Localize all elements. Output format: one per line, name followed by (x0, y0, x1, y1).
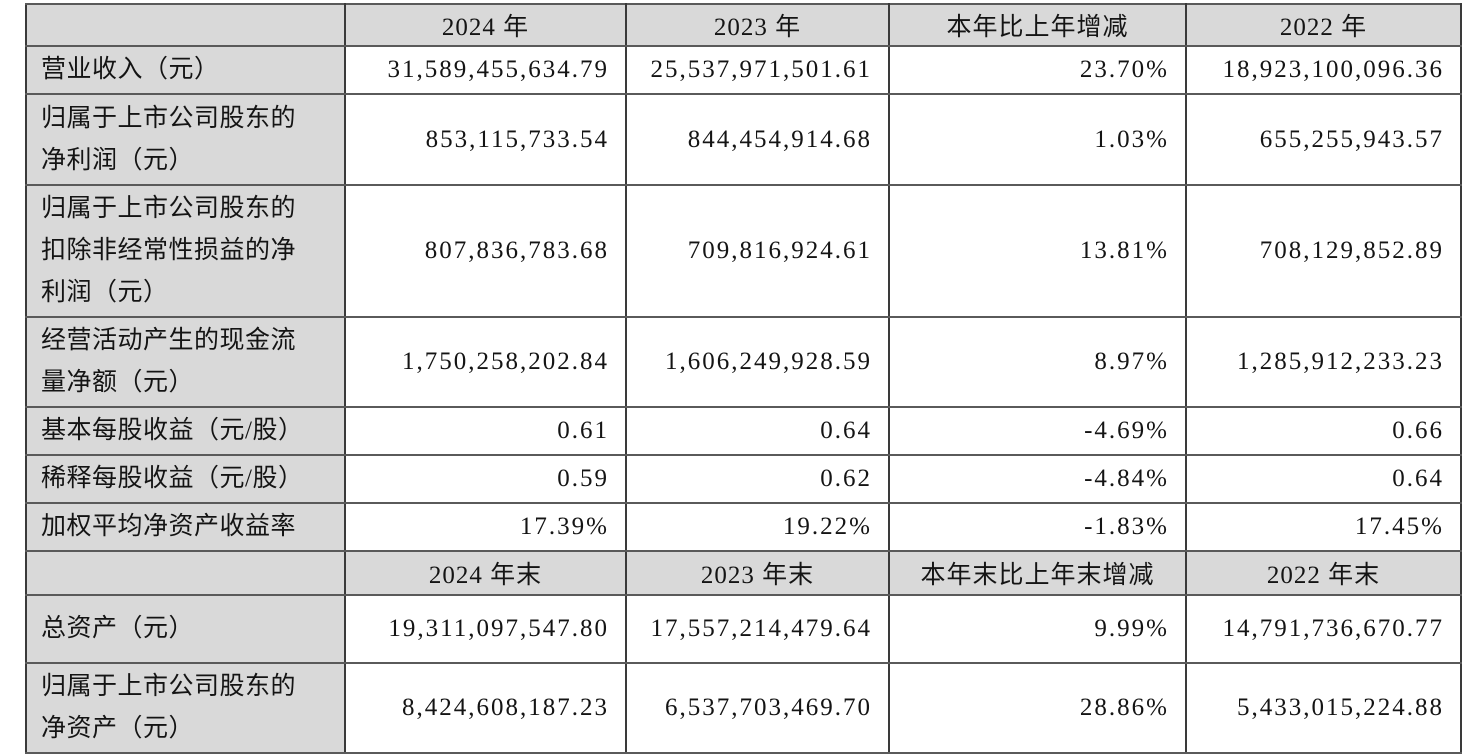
value-2023: 0.64 (625, 406, 890, 456)
table-row-net-assets: 归属于上市公司股东的净资产（元） 8,424,608,187.23 6,537,… (25, 662, 1462, 754)
value-2024: 807,836,783.68 (344, 184, 627, 318)
yearend-header-2022: 2022 年末 (1185, 550, 1462, 596)
value-2023: 0.62 (625, 454, 890, 504)
value-2024: 1,750,258,202.84 (344, 316, 627, 408)
yearend-header-2024: 2024 年末 (344, 550, 627, 596)
table-row-operating-cash-flow: 经营活动产生的现金流量净额（元） 1,750,258,202.84 1,606,… (25, 316, 1462, 408)
table-row-net-profit: 归属于上市公司股东的净利润（元） 853,115,733.54 844,454,… (25, 93, 1462, 186)
annual-header-2023: 2023 年 (625, 3, 890, 47)
value-change: 13.81% (888, 184, 1187, 318)
table-row-revenue: 营业收入（元） 31,589,455,634.79 25,537,971,501… (25, 45, 1462, 95)
yearend-header-2023: 2023 年末 (625, 550, 890, 596)
annual-header-empty-cell (25, 3, 346, 47)
value-change: 23.70% (888, 45, 1187, 95)
value-change: 28.86% (888, 662, 1187, 754)
table-row-net-profit-excl-nonrecurring: 归属于上市公司股东的扣除非经常性损益的净利润（元） 807,836,783.68… (25, 184, 1462, 318)
row-label: 基本每股收益（元/股） (25, 406, 346, 456)
value-change: -4.69% (888, 406, 1187, 456)
value-2023: 19.22% (625, 502, 890, 552)
value-2023: 17,557,214,479.64 (625, 594, 890, 664)
value-2023: 709,816,924.61 (625, 184, 890, 318)
value-2024: 31,589,455,634.79 (344, 45, 627, 95)
row-label: 归属于上市公司股东的净利润（元） (25, 93, 346, 186)
value-2024: 0.61 (344, 406, 627, 456)
row-label: 总资产（元） (25, 594, 346, 664)
row-label: 经营活动产生的现金流量净额（元） (25, 316, 346, 408)
value-2024: 19,311,097,547.80 (344, 594, 627, 664)
value-2024: 17.39% (344, 502, 627, 552)
value-change: 9.99% (888, 594, 1187, 664)
financial-summary-table: 2024 年 2023 年 本年比上年增减 2022 年 营业收入（元） 31,… (25, 3, 1462, 754)
value-2024: 853,115,733.54 (344, 93, 627, 186)
table-row-basic-eps: 基本每股收益（元/股） 0.61 0.64 -4.69% 0.66 (25, 406, 1462, 456)
value-2023: 1,606,249,928.59 (625, 316, 890, 408)
row-label: 归属于上市公司股东的净资产（元） (25, 662, 346, 754)
row-label: 加权平均净资产收益率 (25, 502, 346, 552)
value-2023: 844,454,914.68 (625, 93, 890, 186)
yearend-header-row: 2024 年末 2023 年末 本年末比上年末增减 2022 年末 (25, 550, 1462, 596)
value-2022: 708,129,852.89 (1185, 184, 1462, 318)
value-2022: 0.64 (1185, 454, 1462, 504)
annual-header-2024: 2024 年 (344, 3, 627, 47)
value-change: 1.03% (888, 93, 1187, 186)
table-row-diluted-eps: 稀释每股收益（元/股） 0.59 0.62 -4.84% 0.64 (25, 454, 1462, 504)
row-label: 稀释每股收益（元/股） (25, 454, 346, 504)
value-2022: 655,255,943.57 (1185, 93, 1462, 186)
value-2024: 0.59 (344, 454, 627, 504)
row-label: 归属于上市公司股东的扣除非经常性损益的净利润（元） (25, 184, 346, 318)
table-row-weighted-avg-roe: 加权平均净资产收益率 17.39% 19.22% -1.83% 17.45% (25, 502, 1462, 552)
value-2022: 1,285,912,233.23 (1185, 316, 1462, 408)
yearend-header-empty-cell (25, 550, 346, 596)
value-change: 8.97% (888, 316, 1187, 408)
value-2022: 17.45% (1185, 502, 1462, 552)
annual-header-change: 本年比上年增减 (888, 3, 1187, 47)
value-2023: 6,537,703,469.70 (625, 662, 890, 754)
table-row-total-assets: 总资产（元） 19,311,097,547.80 17,557,214,479.… (25, 594, 1462, 664)
value-2022: 18,923,100,096.36 (1185, 45, 1462, 95)
value-2023: 25,537,971,501.61 (625, 45, 890, 95)
row-label: 营业收入（元） (25, 45, 346, 95)
value-2022: 14,791,736,670.77 (1185, 594, 1462, 664)
annual-header-row: 2024 年 2023 年 本年比上年增减 2022 年 (25, 3, 1462, 47)
yearend-header-change: 本年末比上年末增减 (888, 550, 1187, 596)
value-2024: 8,424,608,187.23 (344, 662, 627, 754)
value-change: -4.84% (888, 454, 1187, 504)
annual-header-2022: 2022 年 (1185, 3, 1462, 47)
value-change: -1.83% (888, 502, 1187, 552)
value-2022: 0.66 (1185, 406, 1462, 456)
value-2022: 5,433,015,224.88 (1185, 662, 1462, 754)
